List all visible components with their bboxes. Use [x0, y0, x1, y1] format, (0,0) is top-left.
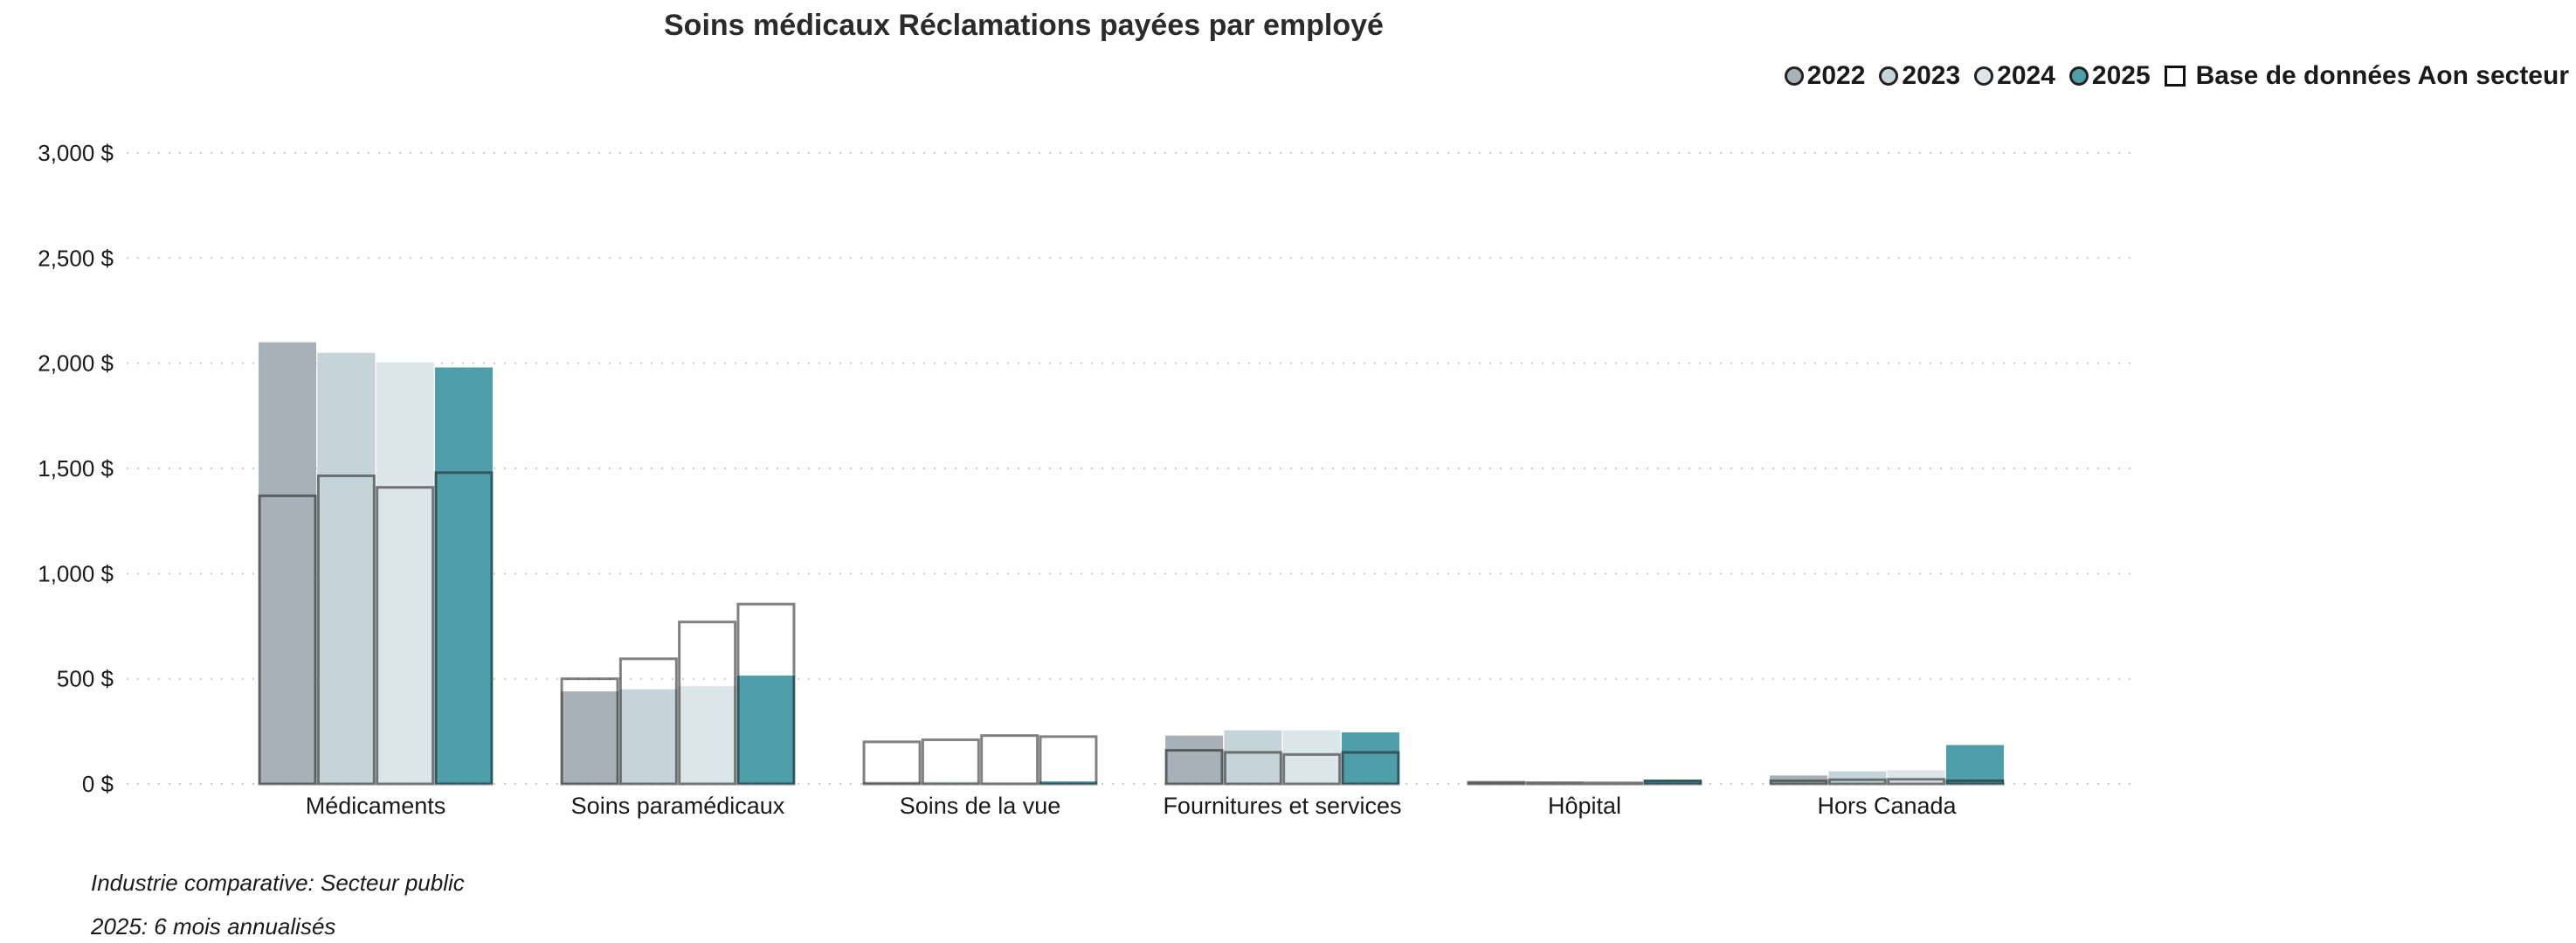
bar-2025 — [736, 676, 795, 784]
benchmark-bar-2024 — [376, 486, 435, 786]
y-tick-label: 0 $ — [82, 771, 114, 797]
benchmark-bar-2025 — [1039, 735, 1098, 786]
benchmark-bar-2025 — [434, 471, 494, 786]
benchmark-bar-2022 — [1467, 780, 1526, 786]
bar-2025 — [1341, 732, 1399, 784]
bar-2022 — [1165, 735, 1224, 784]
bar-2024 — [1887, 770, 1945, 784]
legend-swatch-2022 — [1784, 66, 1804, 86]
legend-label-2022: 2022 — [1806, 61, 1866, 90]
benchmark-bar-2025 — [1341, 751, 1400, 786]
benchmark-bar-2024 — [980, 734, 1039, 786]
y-tick-label: 1,500 $ — [38, 455, 114, 482]
note-comparative-industry: Industrie comparative: Secteur public — [91, 870, 465, 896]
benchmark-bar-2024 — [678, 621, 737, 786]
benchmark-bar-2025 — [1643, 779, 1702, 786]
bars — [259, 342, 2004, 784]
benchmark-bar-2023 — [316, 474, 376, 786]
benchmark-bar-2025 — [1945, 779, 2005, 786]
benchmark-bar-2022 — [862, 740, 922, 786]
legend-swatch-2025 — [2068, 66, 2089, 86]
x-axis-ticks: Médicaments Soins paramédicaux Soins de la… — [306, 793, 1958, 819]
note-annualized: 2025: 6 mois annualisés — [91, 913, 336, 940]
x-tick-label: Soins de la vue — [900, 793, 1061, 819]
bar-2024 — [678, 686, 736, 784]
bar-2023 — [1224, 730, 1282, 784]
y-tick-label: 2,500 $ — [38, 245, 114, 271]
benchmark-bar-2022 — [1769, 779, 1828, 786]
bar-2023 — [619, 689, 678, 784]
legend-label-2024: 2024 — [1997, 61, 2055, 90]
bar-2025 — [434, 367, 493, 784]
legend-item-2022[interactable]: 2022 — [1784, 61, 1866, 91]
legend-swatch-2024 — [1974, 66, 1994, 86]
y-tick-label: 2,000 $ — [38, 350, 114, 377]
bar-2022 — [259, 342, 317, 784]
benchmark-bar-2023 — [921, 738, 980, 786]
y-tick-label: 3,000 $ — [38, 140, 114, 166]
legend-item-benchmark[interactable]: Base de données Aon secteur — [2164, 61, 2569, 91]
benchmark-bar-2023 — [1223, 751, 1282, 786]
bar-2022 — [561, 691, 619, 784]
bar-2024 — [1282, 730, 1341, 784]
benchmark-outlines — [258, 471, 2005, 786]
legend-swatch-2023 — [1879, 66, 1899, 86]
legend-swatch-benchmark — [2164, 66, 2186, 87]
x-tick-label: Soins paramédicaux — [571, 793, 785, 819]
y-tick-label: 500 $ — [57, 666, 114, 692]
benchmark-bar-2024 — [1282, 752, 1342, 786]
benchmark-bar-2024 — [1887, 778, 1946, 786]
bar-2024 — [376, 362, 434, 784]
bar-2025 — [1945, 745, 2004, 784]
legend-label-2023: 2023 — [1902, 61, 1961, 90]
legend-item-2025[interactable]: 2025 — [2068, 61, 2151, 91]
legend-item-2024[interactable]: 2024 — [1974, 61, 2055, 91]
y-axis-ticks: 0 $ 500 $ 1,000 $ 1,500 $ 2,000 $ 2,500 $ 3,00… — [38, 140, 114, 797]
legend-label-2025: 2025 — [2091, 61, 2151, 90]
legend-item-2023[interactable]: 2023 — [1879, 61, 1960, 91]
chart-plot: 0 $ 500 $ 1,000 $ 1,500 $ 2,000 $ 2,500 $ 3,00… — [38, 140, 2131, 819]
benchmark-bar-2025 — [736, 602, 796, 786]
benchmark-bar-2023 — [1827, 778, 1887, 786]
x-tick-label: Hôpital — [1548, 793, 1621, 819]
x-tick-label: Médicaments — [306, 793, 446, 819]
x-tick-label: Fournitures et services — [1163, 793, 1401, 819]
benchmark-bar-2022 — [560, 677, 619, 786]
legend: 2022 2023 2024 2025 Base de données Aon … — [1784, 61, 2569, 91]
benchmark-bar-2023 — [618, 657, 678, 786]
benchmark-bar-2023 — [1525, 781, 1585, 786]
y-tick-label: 1,000 $ — [38, 560, 114, 586]
benchmark-bar-2024 — [1585, 781, 1644, 786]
benchmark-bar-2022 — [258, 494, 317, 786]
legend-label-benchmark: Base de données Aon secteur — [2195, 61, 2569, 90]
bar-2023 — [1828, 771, 1887, 784]
benchmark-bar-2022 — [1164, 748, 1224, 786]
chart-title: Soins médicaux Réclamations payées par e… — [664, 9, 1384, 42]
x-tick-label: Hors Canada — [1817, 793, 1957, 819]
bar-2023 — [317, 352, 376, 784]
